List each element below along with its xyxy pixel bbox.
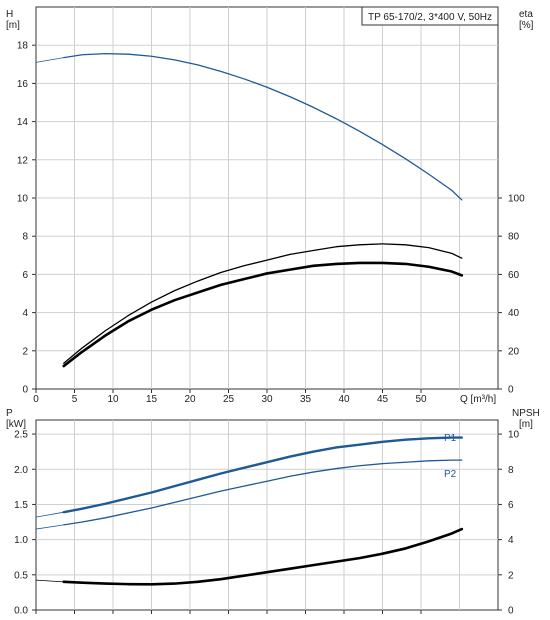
top-y-left-tick-label: 12: [17, 155, 29, 166]
bot-y-right-tick-label: 8: [508, 465, 514, 476]
top-y-right-tick-label: 40: [508, 308, 520, 319]
x-tick-label: 10: [107, 394, 119, 405]
title-box: [361, 6, 499, 26]
top-series-1-line: [63, 243, 463, 364]
x-tick-label: 40: [338, 394, 350, 405]
top-y-left-tick-label: 14: [17, 117, 29, 128]
bot-series-2-extension: [35, 579, 64, 583]
chart-title: TP 65-170/2, 3*400 V, 50Hz: [368, 12, 492, 23]
bot-y-right-tick-label: 6: [508, 500, 514, 511]
y-right-label-bottom-1: NPSH: [512, 408, 540, 419]
top-y-right-ticks: 0 20 40 60 80 100: [498, 194, 525, 396]
bot-y-right-tick-label: 2: [508, 570, 514, 581]
top-series-0-extension: [35, 57, 64, 63]
top-y-left-tick-label: 10: [17, 194, 29, 205]
y-right-label-top-1: eta: [519, 9, 533, 20]
legend-label-p2: P2: [444, 469, 457, 480]
x-tick-labels: 0 5 10 15 20 25 30 35 40 45 50: [33, 389, 427, 405]
x-tick-label: 0: [33, 394, 39, 405]
top-y-right-tick-label: 20: [508, 346, 520, 357]
bot-y-left-tick-label: 0.0: [14, 606, 28, 617]
x-tick-label: 20: [184, 394, 196, 405]
y-right-label-top-2: [%]: [519, 20, 534, 31]
bottom-vertical-gridlines: [74, 420, 460, 610]
x-tick-label: 25: [223, 394, 235, 405]
bot-y-right-tick-label: 0: [508, 606, 514, 617]
top-y-left-tick-label: 0: [22, 385, 28, 396]
top-y-left-ticks: 0 2 4 6 8 10 12 14 16 18: [17, 41, 36, 396]
bot-series-1-line: [63, 459, 463, 526]
bot-y-left-tick-label: 1.5: [14, 500, 28, 511]
top-series-2-line: [62, 261, 464, 368]
bot-series-0-extension: [35, 511, 64, 518]
top-y-right-tick-label: 60: [508, 270, 520, 281]
top-horizontal-gridlines: [36, 44, 498, 352]
x-tick-label: 5: [72, 394, 78, 405]
x-tick-label: 30: [261, 394, 273, 405]
x-tick-label: 50: [415, 394, 427, 405]
bottom-y-right-ticks: 0 2 4 6 8 10: [498, 430, 520, 617]
x-tick-label: 35: [300, 394, 312, 405]
bot-y-right-tick-label: 10: [508, 430, 520, 441]
y-left-label-top-2: [m]: [6, 20, 20, 31]
top-y-left-tick-label: 4: [22, 308, 28, 319]
bot-series-0-line: [62, 436, 464, 514]
top-curves: [35, 52, 464, 368]
bot-series-2-line: [62, 527, 464, 586]
top-y-left-tick-label: 8: [22, 232, 28, 243]
y-right-label-bottom-2: [m]: [519, 419, 533, 430]
x-axis-label: Q [m³/h]: [460, 394, 496, 405]
power-npsh-panel: P [kW] NPSH [m] 0.0 0.5 1.0 1.5 2.0 2.5 0 2 4 6 8…: [6, 408, 540, 617]
bot-y-left-tick-label: 1.0: [14, 535, 28, 546]
bottom-horizontal-gridlines: [36, 433, 498, 576]
bot-series-1-extension: [35, 524, 64, 530]
head-efficiency-panel: TP 65-170/2, 3*400 V, 50Hz H [m] eta [%]…: [6, 6, 534, 405]
top-y-left-tick-label: 18: [17, 41, 29, 52]
x-tick-label: 45: [377, 394, 389, 405]
y-left-label-bottom-1: P: [6, 408, 13, 419]
x-tick-label: 15: [146, 394, 158, 405]
bot-y-right-tick-label: 4: [508, 535, 514, 546]
bot-y-left-tick-label: 0.5: [14, 570, 28, 581]
top-y-right-tick-label: 0: [508, 385, 514, 396]
top-y-left-tick-label: 6: [22, 270, 28, 281]
top-y-left-tick-label: 16: [17, 79, 29, 90]
top-y-right-tick-label: 100: [508, 194, 525, 205]
bottom-curves: [35, 436, 464, 586]
y-left-label-top-1: H: [6, 9, 13, 20]
top-y-left-tick-label: 2: [22, 346, 28, 357]
legend-label-p1: P1: [444, 433, 457, 444]
bot-y-left-tick-label: 2.0: [14, 465, 28, 476]
y-left-label-bottom-2: [kW]: [6, 419, 26, 430]
top-series-0-line: [63, 52, 463, 201]
top-y-right-tick-label: 80: [508, 232, 520, 243]
bot-y-left-tick-label: 2.5: [14, 430, 28, 441]
bottom-y-left-ticks: 0.0 0.5 1.0 1.5 2.0 2.5: [14, 430, 422, 617]
